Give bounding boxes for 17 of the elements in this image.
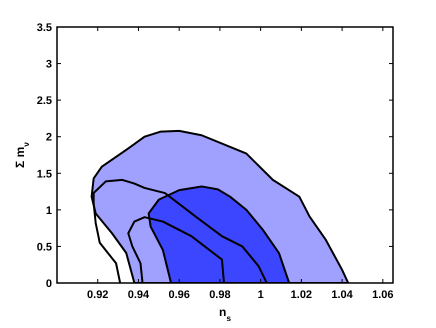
x-tick-label: 0.92: [87, 289, 108, 301]
x-tick-label: 1.04: [331, 289, 354, 301]
y-tick-label: 0: [46, 278, 52, 290]
x-tick-label: 0.96: [168, 289, 190, 301]
x-tick-label: 1.06: [372, 289, 394, 301]
y-tick-label: 1.5: [36, 168, 52, 180]
x-tick-label: 1: [258, 289, 264, 301]
y-tick-label: 2.5: [36, 95, 52, 108]
x-axis-title: n$_{s}$: [218, 305, 232, 323]
x-tick-label: 0.94: [128, 289, 150, 301]
y-tick-label: 3.5: [36, 22, 52, 34]
x-tick-label: 1.02: [290, 289, 312, 301]
y-tick-label: 3: [46, 58, 52, 71]
y-tick-label: 0.5: [36, 241, 52, 254]
y-tick-label: 2: [46, 132, 52, 144]
x-tick-label: 0.98: [209, 289, 231, 301]
y-tick-label: 1: [46, 204, 52, 217]
